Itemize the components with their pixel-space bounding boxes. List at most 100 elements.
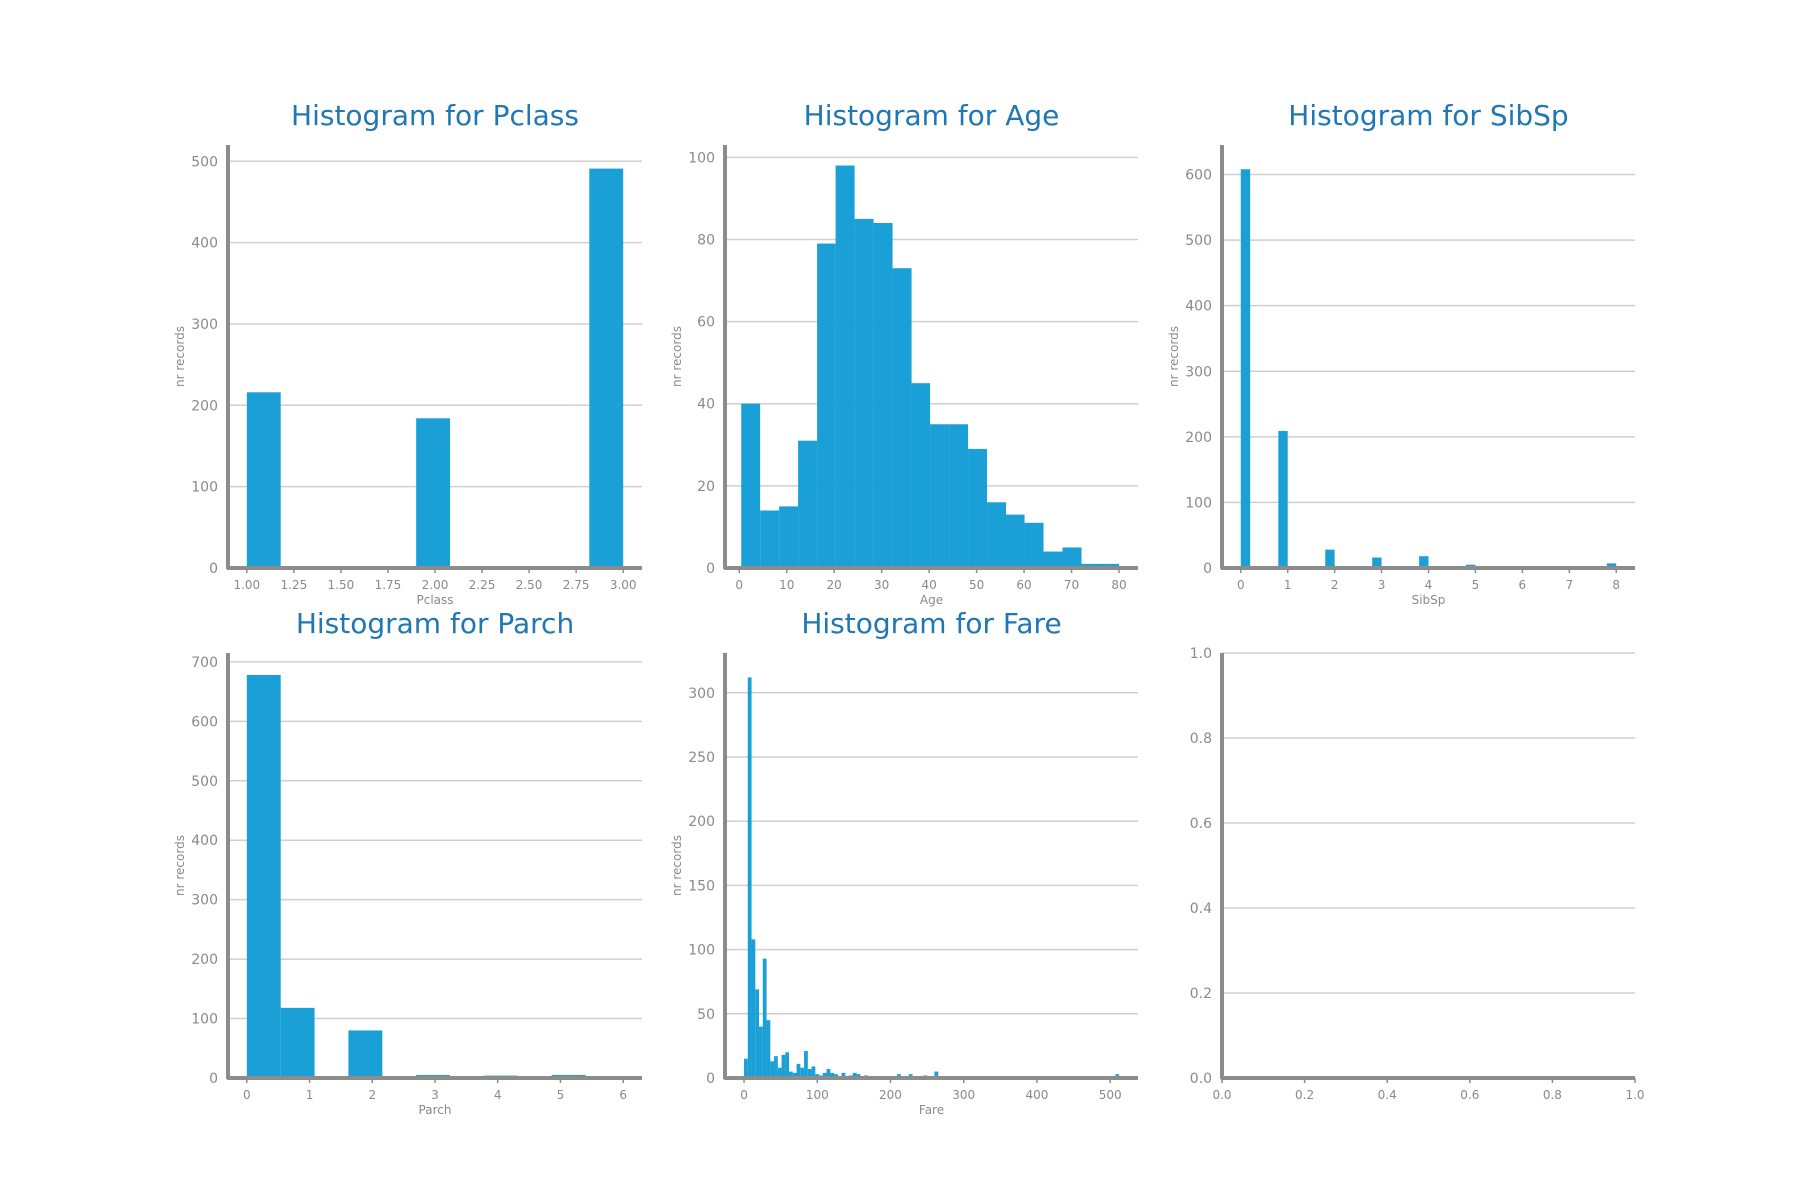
x-tick-label: 3.00 <box>610 578 637 592</box>
y-tick-label: 200 <box>191 952 218 968</box>
y-tick-label: 500 <box>1185 233 1212 249</box>
x-tick-label: 3 <box>431 1088 439 1102</box>
x-tick-label: 2.75 <box>563 578 590 592</box>
histogram-bar <box>934 1071 939 1078</box>
x-tick-label: 0.0 <box>1212 1088 1231 1102</box>
y-tick-label: 0.2 <box>1190 986 1212 1002</box>
y-tick-label: 700 <box>191 655 218 671</box>
x-tick-label: 2 <box>368 1088 376 1102</box>
histogram-bar <box>280 1007 315 1078</box>
x-tick-label: 7 <box>1565 578 1573 592</box>
y-tick-label: 20 <box>697 479 715 495</box>
chart-title: Histogram for Age <box>804 99 1060 132</box>
histogram-bar <box>760 510 780 568</box>
x-tick-label: 20 <box>827 578 842 592</box>
y-tick-label: 200 <box>191 398 218 414</box>
x-tick-label: 60 <box>1016 578 1031 592</box>
y-tick-label: 400 <box>1185 299 1212 315</box>
histogram-bar <box>873 223 893 569</box>
y-tick-label: 100 <box>191 480 218 496</box>
histogram-bar <box>416 418 451 568</box>
y-tick-label: 60 <box>697 315 715 331</box>
histogram-bar <box>1325 549 1335 568</box>
histogram-bar <box>1606 563 1617 568</box>
y-tick-label: 500 <box>191 774 218 790</box>
histogram-bar <box>759 1026 763 1078</box>
y-tick-label: 150 <box>688 878 715 894</box>
y-tick-label: 100 <box>191 1012 218 1028</box>
histogram-bar <box>1006 514 1025 568</box>
y-tick-label: 40 <box>697 397 715 413</box>
y-tick-label: 300 <box>1185 364 1212 380</box>
histogram-bar <box>744 1058 748 1078</box>
histogram-bar <box>789 1071 793 1078</box>
histogram-bar <box>807 1069 812 1078</box>
y-tick-label: 100 <box>688 943 715 959</box>
chart-title: Histogram for SibSp <box>1288 99 1568 132</box>
x-axis-label: Pclass <box>416 593 453 607</box>
histogram-bar <box>1081 563 1101 568</box>
x-tick-label: 2.50 <box>516 578 543 592</box>
chart-panel-5: 0 50 100 150 200 250 300 0 100 200 300 400 500 Histog… <box>670 607 1138 1117</box>
x-tick-label: 1.50 <box>328 578 355 592</box>
y-tick-label: 300 <box>191 317 218 333</box>
y-tick-label: 400 <box>191 236 218 252</box>
x-tick-label: 0 <box>735 578 743 592</box>
histogram-bar <box>246 392 281 568</box>
chart-panel-3: 0 100 200 300 400 500 600 0 1 2 3 4 5 6 7 8 Histogram fo… <box>1167 99 1635 607</box>
histogram-bar <box>741 403 761 568</box>
x-tick-label: 2.00 <box>422 578 449 592</box>
y-axis-label: nr records <box>670 835 684 896</box>
histogram-bar <box>246 674 281 1078</box>
histogram-bar <box>751 939 756 1078</box>
x-tick-label: 1 <box>306 1088 314 1102</box>
histogram-bar <box>826 1069 831 1078</box>
histogram-bar <box>817 243 836 568</box>
y-tick-label: 1.0 <box>1190 646 1212 662</box>
x-tick-label: 100 <box>806 1088 829 1102</box>
histogram-bar <box>785 1052 790 1078</box>
x-tick-label: 0 <box>243 1088 251 1102</box>
histogram-bar <box>854 218 874 568</box>
y-tick-label: 500 <box>191 154 218 170</box>
x-tick-label: 4 <box>494 1088 502 1102</box>
y-tick-label: 100 <box>1185 495 1212 511</box>
histogram-bar <box>792 1072 797 1078</box>
histogram-bar <box>1024 522 1044 568</box>
y-tick-label: 250 <box>688 750 715 766</box>
histogram-bar <box>1419 556 1429 568</box>
histogram-bar <box>830 1072 835 1078</box>
histogram-bar <box>589 168 624 568</box>
histogram-bar <box>766 1020 771 1078</box>
y-tick-label: 300 <box>688 686 715 702</box>
y-tick-label: 0.6 <box>1190 816 1212 832</box>
histogram-bar <box>770 1061 775 1078</box>
x-tick-label: 1 <box>1284 578 1292 592</box>
x-tick-label: 10 <box>779 578 794 592</box>
histogram-bar <box>949 424 969 568</box>
histogram-bar <box>1372 557 1382 568</box>
y-tick-label: 0 <box>209 561 218 577</box>
x-tick-label: 0 <box>1237 578 1245 592</box>
x-tick-label: 50 <box>969 578 984 592</box>
histogram-bar <box>1062 547 1082 568</box>
y-axis-label: nr records <box>173 835 187 896</box>
chart-panel-1: 0 100 200 300 400 500 1.00 1.25 1.50 1.75 2.00 2.25… <box>173 99 642 607</box>
x-tick-label: 80 <box>1111 578 1126 592</box>
histogram-bar <box>892 268 912 568</box>
histogram-bar <box>800 1067 805 1078</box>
histogram-bar <box>755 989 760 1078</box>
y-tick-label: 0 <box>209 1071 218 1087</box>
y-axis-label: nr records <box>1167 326 1181 387</box>
histogram-bar <box>1100 563 1120 568</box>
x-tick-label: 3 <box>1378 578 1386 592</box>
y-axis-label: nr records <box>173 326 187 387</box>
histogram-bar <box>804 1051 808 1078</box>
y-tick-label: 0 <box>706 561 715 577</box>
x-tick-label: 200 <box>879 1088 902 1102</box>
x-tick-label: 8 <box>1612 578 1620 592</box>
x-tick-label: 1.0 <box>1625 1088 1644 1102</box>
y-tick-label: 0 <box>706 1071 715 1087</box>
x-tick-label: 2.25 <box>469 578 496 592</box>
